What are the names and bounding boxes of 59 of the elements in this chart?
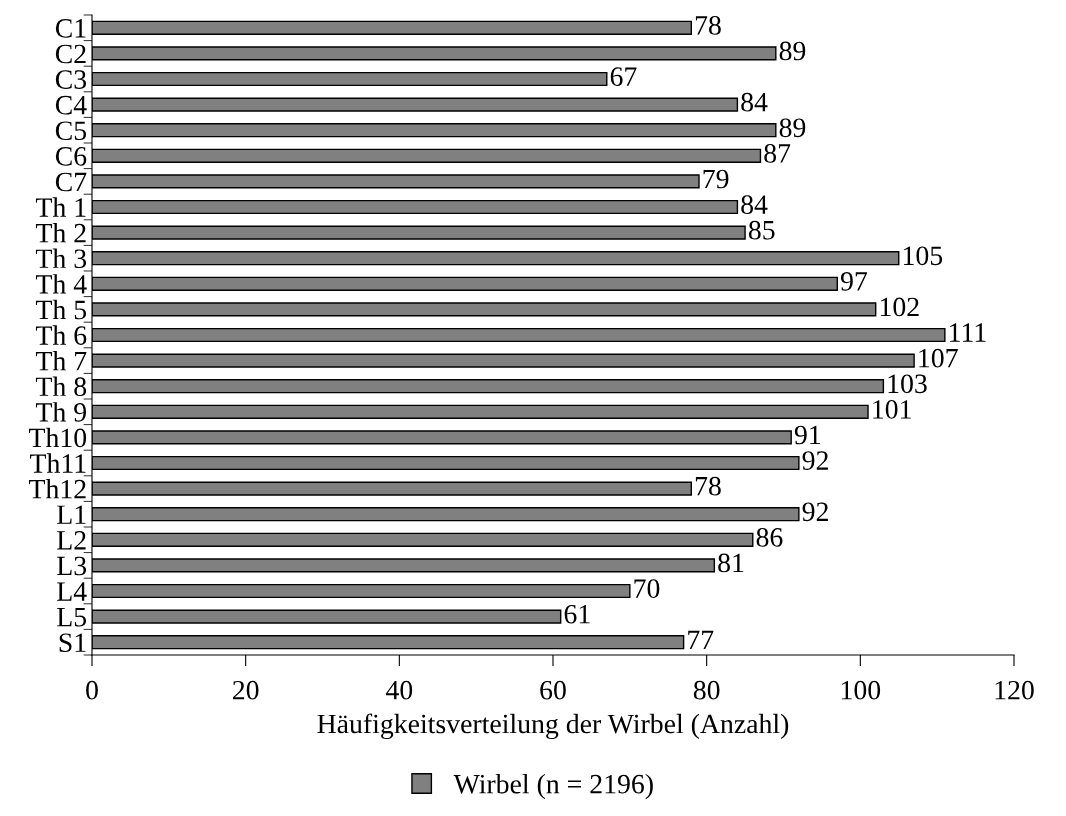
- x-tick-label: 80: [693, 680, 720, 700]
- data-label: 103: [888, 374, 927, 394]
- y-tick-label: Th 5: [35, 299, 87, 320]
- legend-label: Wirbel (n = 2196): [453, 773, 653, 800]
- data-label: 78: [695, 476, 721, 496]
- data-label: 67: [610, 67, 637, 86]
- y-tick-label: Th 9: [35, 402, 86, 422]
- y-tick-label: C3: [55, 70, 87, 89]
- data-label: 61: [564, 604, 590, 624]
- x-tick-label: 120: [995, 680, 1034, 700]
- data-label: 91: [794, 425, 821, 445]
- y-tick-label: C2: [55, 44, 86, 64]
- data-label: 89: [779, 41, 806, 61]
- data-label: 101: [873, 400, 911, 419]
- x-tick-label: 60: [540, 680, 566, 700]
- y-tick-label: S1: [59, 633, 86, 653]
- data-label: 70: [634, 579, 660, 598]
- y-tick-label: Th 2: [35, 222, 86, 243]
- x-tick-label: 40: [385, 680, 413, 700]
- data-label: 84: [741, 195, 768, 214]
- y-tick-label: Th12: [29, 478, 86, 499]
- data-label: 85: [748, 220, 775, 240]
- y-tick-label: C4: [55, 95, 87, 115]
- x-tick-label: 20: [233, 680, 259, 700]
- data-label: 84: [741, 92, 768, 112]
- data-label: 92: [802, 451, 828, 470]
- y-tick-label: Th10: [29, 427, 87, 448]
- y-tick-label: Th 4: [35, 274, 87, 294]
- y-tick-label: C7: [55, 172, 87, 192]
- y-tick-label: L2: [57, 531, 86, 550]
- x-axis-title: Häufigkeitsverteilung der Wirbel (Anzahl): [317, 713, 789, 740]
- data-label: 78: [695, 16, 721, 35]
- data-label: 77: [688, 630, 714, 649]
- data-label: 97: [840, 272, 868, 291]
- y-tick-label: Th 7: [35, 350, 87, 371]
- data-label: 86: [756, 528, 783, 547]
- y-tick-label: Th 6: [35, 325, 87, 345]
- y-tick-label: Th 3: [35, 248, 87, 269]
- data-label: 89: [779, 118, 806, 138]
- y-tick-label: Th 8: [35, 376, 87, 397]
- data-label: 87: [764, 144, 791, 163]
- y-tick-label: L3: [57, 556, 87, 576]
- data-label: 81: [718, 553, 744, 573]
- y-tick-label: C5: [55, 121, 87, 141]
- y-tick-label: L1: [57, 505, 86, 524]
- y-tick-label: C6: [55, 147, 87, 166]
- data-label: 102: [880, 297, 919, 317]
- y-tick-label: Th11: [30, 453, 86, 473]
- data-label: 107: [919, 348, 958, 368]
- y-tick-label: C1: [55, 19, 86, 38]
- data-label: 79: [703, 169, 729, 189]
- x-tick-label: 100: [841, 680, 881, 700]
- data-label: 111: [950, 323, 986, 342]
- y-tick-label: Th 1: [35, 197, 86, 217]
- data-label: 92: [802, 502, 828, 522]
- data-label: 105: [903, 246, 943, 266]
- y-tick-label: L5: [57, 608, 87, 627]
- x-tick-label: 0: [86, 680, 98, 700]
- y-tick-label: L4: [57, 582, 87, 601]
